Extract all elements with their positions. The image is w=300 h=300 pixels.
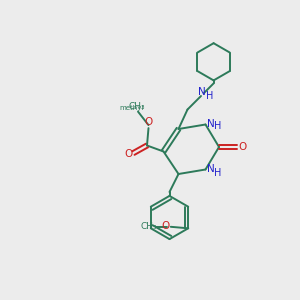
Text: CH₃: CH₃ (141, 222, 158, 231)
Text: N: N (198, 87, 206, 98)
Text: N: N (207, 164, 215, 175)
Text: N: N (207, 118, 215, 129)
Text: O: O (238, 142, 247, 152)
Text: O: O (124, 149, 132, 159)
Text: H: H (214, 167, 222, 178)
Text: CH₃: CH₃ (128, 102, 145, 111)
Text: methyl: methyl (119, 105, 144, 111)
Text: O: O (144, 117, 153, 127)
Text: H: H (206, 91, 213, 101)
Text: H: H (214, 121, 222, 131)
Text: O: O (161, 221, 169, 231)
